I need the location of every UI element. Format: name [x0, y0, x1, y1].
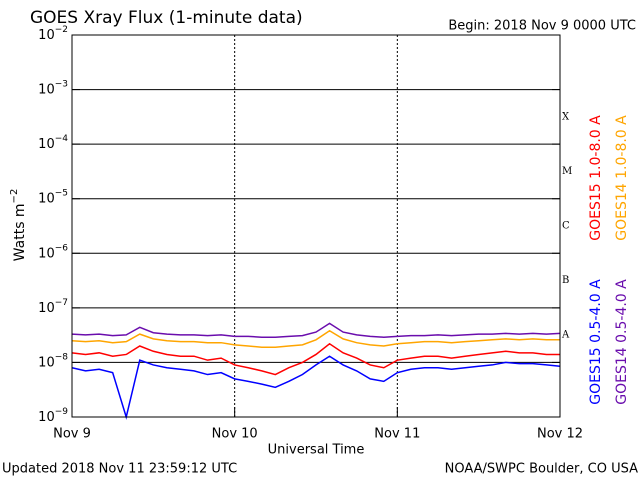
- flare-class-label: A: [561, 330, 570, 341]
- legend-entry: GOES15 0.5-4.0 A: [588, 279, 604, 405]
- y-tick-exponent: −9: [55, 407, 69, 417]
- legend-entry: GOES14 0.5-4.0 A: [614, 279, 630, 405]
- y-tick-exponent: −7: [55, 297, 68, 307]
- y-tick-label: 10−5: [38, 188, 68, 206]
- x-tick-label: Nov 9: [53, 427, 91, 442]
- x-tick-label: Nov 11: [374, 427, 420, 442]
- flare-class-label: B: [562, 275, 569, 286]
- y-tick-exponent: −4: [55, 134, 69, 144]
- legend-entry: GOES14 1.0-8.0 A: [614, 115, 630, 241]
- y-tick-base: 10: [38, 410, 55, 425]
- updated-label: Updated 2018 Nov 11 23:59:12 UTC: [2, 462, 237, 477]
- flare-class-label: C: [562, 221, 570, 232]
- y-tick-exponent: −5: [55, 188, 68, 198]
- source-label: NOAA/SWPC Boulder, CO USA: [445, 462, 638, 477]
- y-tick-label: 10−6: [38, 243, 68, 261]
- y-axis-label: Watts m−2: [9, 189, 28, 262]
- y-tick-exponent: −3: [55, 79, 68, 89]
- y-tick-label: 10−9: [38, 407, 68, 425]
- y-tick-base: 10: [38, 300, 55, 315]
- begin-label: Begin: 2018 Nov 9 0000 UTC: [448, 19, 636, 34]
- chart-title: GOES Xray Flux (1-minute data): [30, 8, 303, 28]
- y-axis-label-base: Watts m: [12, 203, 28, 261]
- flare-class-label: M: [562, 166, 572, 177]
- y-tick-label: 10−2: [38, 25, 68, 43]
- legend-entry: GOES15 1.0-8.0 A: [588, 115, 604, 241]
- series-line: [71, 329, 560, 348]
- y-tick-exponent: −8: [55, 352, 69, 362]
- x-tick-label: Nov 10: [212, 427, 258, 442]
- flare-class-label: X: [562, 111, 570, 122]
- plot-frame: [71, 34, 561, 418]
- y-tick-label: 10−3: [38, 79, 68, 97]
- y-tick-label: 10−4: [38, 134, 68, 152]
- series-line: [71, 322, 561, 338]
- y-tick-base: 10: [38, 246, 55, 261]
- series-line: [71, 342, 560, 376]
- y-tick-base: 10: [38, 28, 55, 43]
- y-tick-base: 10: [38, 191, 55, 206]
- y-tick-label: 10−7: [38, 297, 68, 315]
- y-tick-exponent: −6: [55, 243, 69, 253]
- x-axis-label: Universal Time: [268, 443, 365, 458]
- y-tick-exponent: −2: [55, 25, 68, 35]
- y-tick-base: 10: [38, 137, 55, 152]
- y-tick-base: 10: [38, 355, 55, 370]
- y-tick-label: 10−8: [38, 352, 68, 370]
- y-tick-base: 10: [38, 82, 55, 97]
- series-line: [71, 355, 561, 420]
- x-tick-label: Nov 12: [537, 427, 583, 442]
- y-axis-label-exponent: −2: [9, 189, 20, 204]
